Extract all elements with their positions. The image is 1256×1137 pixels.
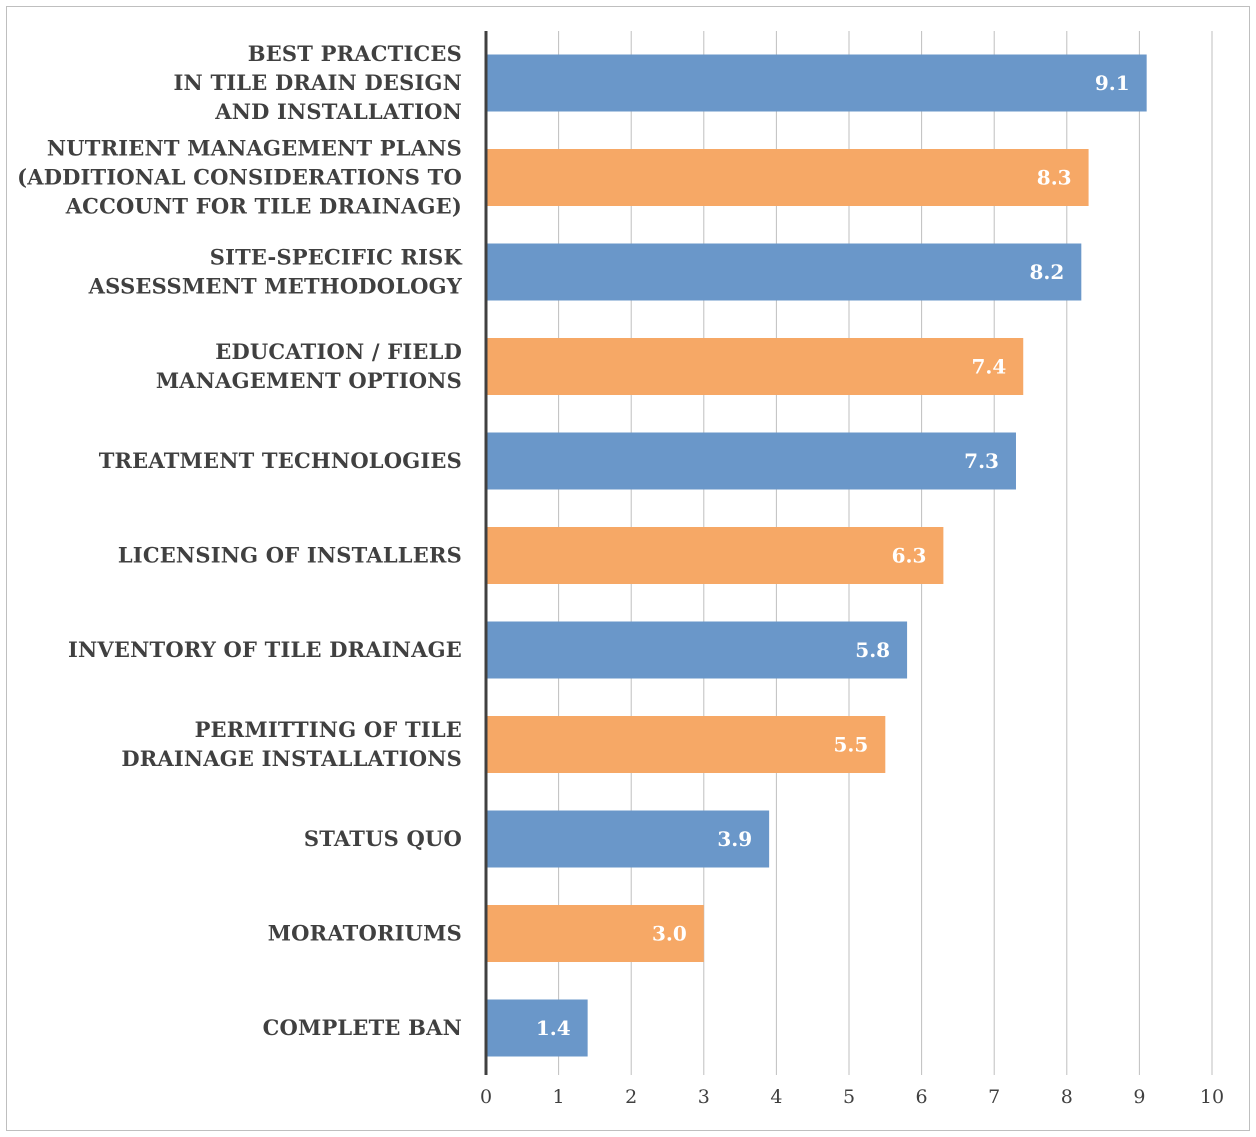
x-tick-label: 0 <box>480 1086 492 1108</box>
bar <box>486 54 1147 112</box>
category-labels: BEST PRACTICES IN TILE DRAIN DESIGN AND IN… <box>17 41 463 1040</box>
data-label: 5.8 <box>855 638 890 662</box>
bar <box>486 527 944 584</box>
bar <box>486 999 588 1057</box>
category-label: STATUS QUO <box>304 826 462 851</box>
category-label: PERMITTING OF TILE <box>195 717 462 742</box>
category-label: NUTRIENT MANAGEMENT PLANS <box>47 136 462 161</box>
data-labels: 9.1 8.3 8.2 7.4 7.3 6.3 5.8 5.5 3.9 3.0 1.4 <box>536 71 1130 1040</box>
x-tick-label: 5 <box>843 1086 855 1108</box>
category-label: LICENSING OF INSTALLERS <box>118 543 462 568</box>
bar <box>486 338 1024 395</box>
category-label: TREATMENT TECHNOLOGIES <box>99 448 462 473</box>
x-tick-label: 10 <box>1200 1086 1224 1108</box>
bars <box>486 54 1147 1057</box>
data-label: 6.3 <box>892 544 927 568</box>
chart-frame: BEST PRACTICES IN TILE DRAIN DESIGN AND IN… <box>6 6 1250 1131</box>
x-tick-label: 9 <box>1133 1086 1145 1108</box>
x-tick-label: 1 <box>553 1086 565 1108</box>
data-label: 1.4 <box>536 1016 571 1040</box>
category-label: MANAGEMENT OPTIONS <box>156 368 462 393</box>
category-label: AND INSTALLATION <box>214 99 462 124</box>
bar <box>486 149 1089 206</box>
data-label: 5.5 <box>834 733 869 757</box>
data-label: 3.0 <box>652 922 687 946</box>
horizontal-bar-chart: BEST PRACTICES IN TILE DRAIN DESIGN AND IN… <box>17 31 1224 1108</box>
bar <box>486 243 1082 301</box>
bar <box>486 432 1016 490</box>
x-tick-label: 4 <box>770 1086 782 1108</box>
data-label: 9.1 <box>1095 71 1130 95</box>
x-tick-label: 3 <box>698 1086 710 1108</box>
bar <box>486 905 704 962</box>
bar <box>486 810 770 868</box>
x-tick-label: 7 <box>988 1086 1000 1108</box>
x-tick-label: 8 <box>1061 1086 1073 1108</box>
category-label: COMPLETE BAN <box>263 1015 462 1040</box>
category-label: ASSESSMENT METHODOLOGY <box>88 274 463 299</box>
category-label: MORATORIUMS <box>268 921 462 946</box>
category-label: INVENTORY OF TILE DRAINAGE <box>68 637 462 662</box>
data-label: 7.4 <box>971 355 1006 379</box>
category-label: SITE-SPECIFIC RISK <box>210 245 463 270</box>
category-label: (ADDITIONAL CONSIDERATIONS TO <box>17 165 462 190</box>
bar <box>486 716 886 773</box>
x-axis-ticks: 0 1 2 3 4 5 6 7 8 9 10 <box>480 1086 1224 1108</box>
category-label: BEST PRACTICES <box>248 41 462 66</box>
data-label: 8.2 <box>1030 260 1065 284</box>
x-tick-label: 2 <box>625 1086 637 1108</box>
category-label: EDUCATION / FIELD <box>215 339 462 364</box>
bar <box>486 621 908 679</box>
data-label: 7.3 <box>964 449 999 473</box>
category-label: IN TILE DRAIN DESIGN <box>174 70 462 95</box>
x-tick-label: 6 <box>916 1086 928 1108</box>
data-label: 8.3 <box>1037 166 1072 190</box>
category-label: ACCOUNT FOR TILE DRAINAGE) <box>65 194 462 219</box>
category-label: DRAINAGE INSTALLATIONS <box>121 746 462 771</box>
data-label: 3.9 <box>717 827 752 851</box>
